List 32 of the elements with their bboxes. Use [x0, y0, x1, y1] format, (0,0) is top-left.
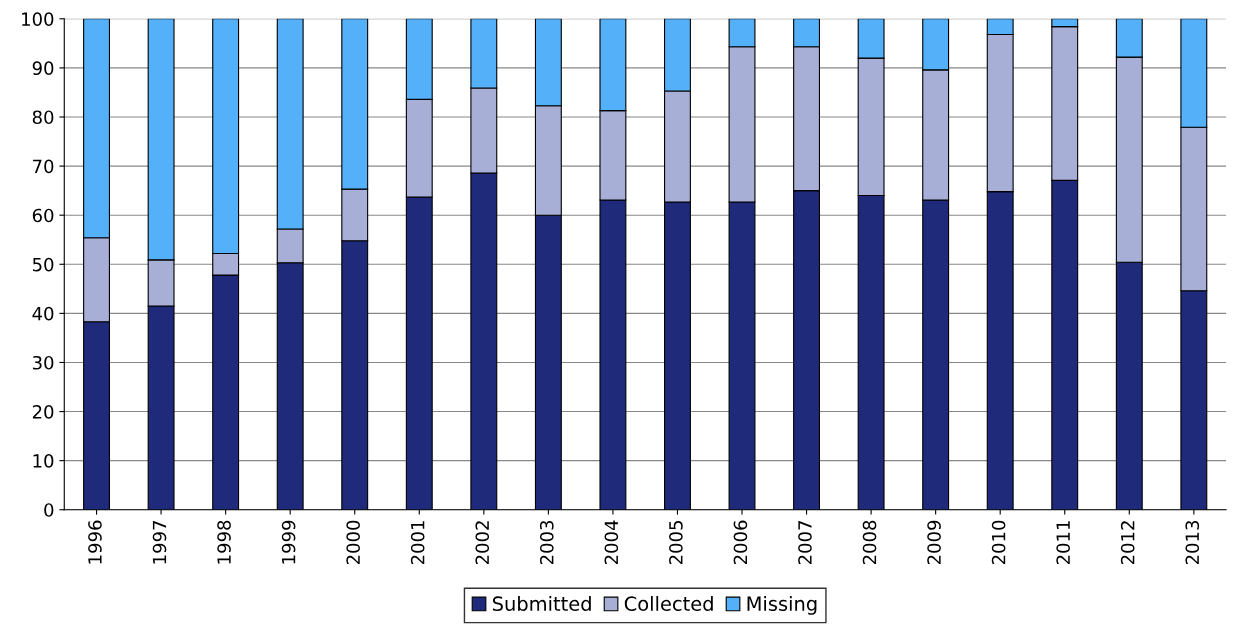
legend-label: Missing — [747, 595, 817, 615]
x-tick-label: 2007 — [798, 521, 812, 565]
x-tick-label: 2013 — [1185, 520, 1200, 565]
y-tick-label: 70 — [33, 159, 54, 174]
y-tick-label: 100 — [22, 12, 54, 26]
legend-label: Collected — [624, 595, 713, 612]
x-tick-label: 2008 — [862, 520, 877, 565]
x-tick-label: 1999 — [281, 520, 296, 564]
x-tick-label: 1997 — [152, 521, 167, 564]
x-tick-label: 2002 — [475, 521, 490, 565]
legend-label: Submitted — [492, 595, 591, 612]
y-tick-label: 10 — [33, 454, 54, 468]
x-tick-label: 2009 — [927, 520, 941, 565]
x-tick-label: 2012 — [1120, 521, 1135, 565]
y-tick-label: 30 — [32, 355, 54, 370]
x-tick-label: 2001 — [410, 521, 425, 565]
x-tick-label: 2011 — [1056, 521, 1070, 565]
y-tick-label: 60 — [32, 208, 54, 223]
x-tick-label: 2010 — [991, 520, 1006, 565]
y-tick-label: 40 — [32, 306, 54, 321]
x-tick-label: 2000 — [346, 520, 360, 565]
y-tick-label: 50 — [32, 257, 54, 272]
x-tick-label: 2006 — [733, 520, 748, 565]
x-tick-label: 2005 — [669, 521, 683, 565]
x-tick-label: 2003 — [539, 520, 554, 565]
x-tick-label: 1996 — [88, 520, 102, 564]
y-tick-label: 90 — [32, 61, 54, 76]
y-tick-label: 80 — [32, 110, 54, 125]
x-tick-label: 1998 — [217, 520, 231, 564]
x-tick-label: 2004 — [604, 520, 619, 565]
y-tick-label: 20 — [32, 405, 54, 419]
y-tick-label: 0 — [44, 503, 54, 517]
